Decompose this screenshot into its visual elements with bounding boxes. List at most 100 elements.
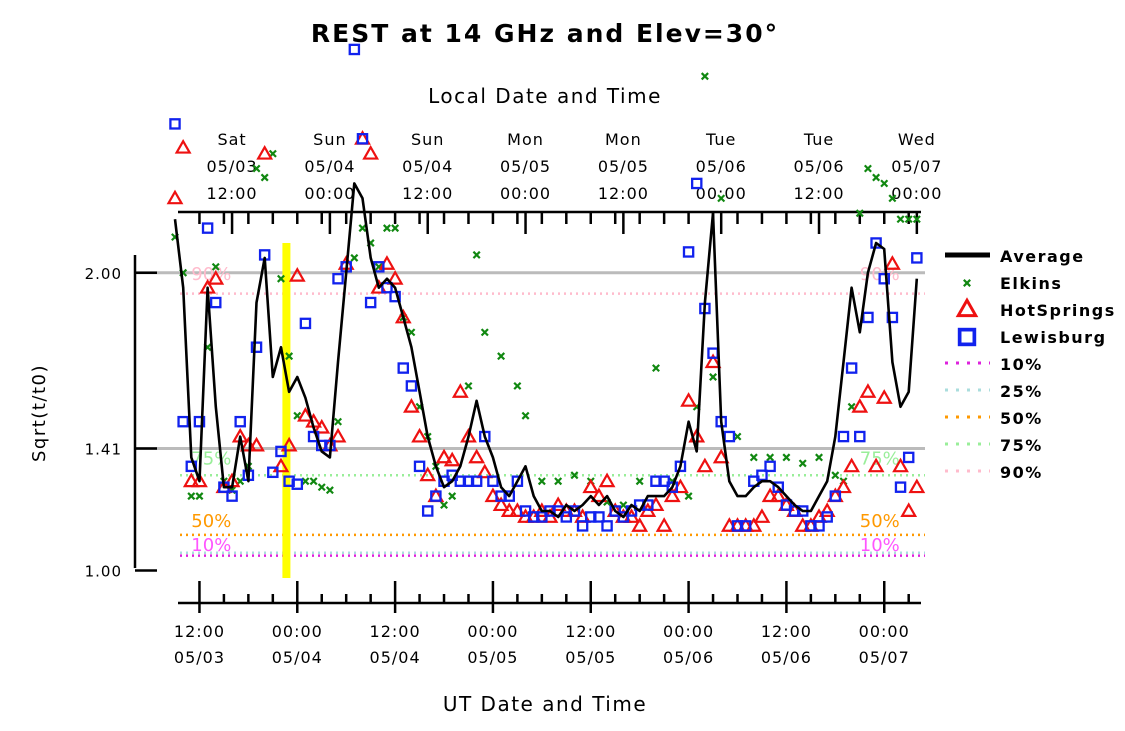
lewisburg-point (854, 430, 866, 443)
hotsprings-point (207, 270, 225, 285)
elkins-point-stroke (635, 477, 644, 486)
legend-label: Average (1000, 247, 1085, 266)
hotsprings-point (411, 427, 428, 443)
hotsprings-point (248, 436, 265, 452)
legend-swatch (957, 327, 977, 347)
lewisburg-point (560, 511, 573, 523)
bottom-tick-time: 00:00 (467, 622, 518, 641)
lewisburg-point (210, 296, 222, 309)
elkins-point-stroke (358, 224, 367, 233)
top-tick-time: 12:00 (207, 184, 258, 203)
elkins-point (872, 173, 881, 182)
hotsprings-point (500, 502, 518, 517)
lewisburg-point (666, 481, 679, 493)
elkins-point-stroke (815, 453, 823, 462)
lewisburg-point (764, 460, 776, 473)
elkins-point-stroke (872, 173, 881, 182)
elkins-point-stroke (537, 477, 546, 486)
elkins-point-stroke (513, 381, 522, 390)
hotsprings-point (549, 496, 567, 512)
hotsprings-point (712, 448, 730, 464)
bottom-tick-date: 05/05 (467, 648, 518, 667)
top-tick-date: 05/06 (793, 157, 844, 176)
elkins-point (334, 417, 343, 426)
bottom-tick-date: 05/03 (174, 648, 225, 667)
elkins-point-stroke (260, 173, 269, 182)
elkins-point-stroke (855, 209, 864, 218)
elkins-point-stroke (195, 492, 204, 501)
lewisburg-point (658, 475, 670, 487)
percentile-label: 75% (860, 448, 900, 469)
elkins-point (252, 164, 261, 173)
hotsprings-point (867, 457, 885, 473)
elkins-point-stroke (301, 477, 310, 486)
hotsprings-point (598, 472, 616, 488)
elkins-point-stroke (700, 72, 709, 81)
elkins-point (635, 477, 644, 486)
hotsprings-point (386, 270, 404, 285)
hotsprings-point (761, 487, 779, 503)
top-tick-time: 12:00 (402, 184, 453, 203)
elkins-point (277, 274, 285, 283)
elkins-point-stroke (497, 352, 506, 361)
hotsprings-point (435, 448, 453, 464)
hotsprings-point (753, 508, 771, 523)
top-tick-date: 05/06 (696, 157, 747, 176)
top-tick-time: 00:00 (696, 184, 747, 203)
elkins-point (211, 262, 220, 271)
elkins-point-stroke (619, 501, 628, 510)
elkins-point-stroke (863, 164, 872, 173)
elkins-point-stroke (709, 373, 718, 381)
hotsprings-point (908, 478, 926, 494)
lewisburg-point (503, 490, 515, 502)
elkins-point (285, 352, 294, 361)
elkins-point (912, 215, 921, 224)
hotsprings-point (329, 427, 347, 443)
lewisburg-point (576, 520, 589, 532)
legend-item: HotSprings (955, 297, 1116, 320)
elkins-point-stroke (464, 381, 473, 390)
bottom-tick-time: 12:00 (174, 622, 225, 641)
legend-item: 90% (945, 463, 1041, 482)
average-line (173, 182, 919, 519)
hotsprings-point (859, 383, 877, 398)
elkins-point (309, 477, 318, 486)
elkins-point-stroke (798, 459, 807, 468)
lewisburg-point (275, 445, 287, 458)
bottom-tick-time: 00:00 (859, 622, 910, 641)
lewisburg-point (413, 460, 426, 473)
hotsprings-point (590, 487, 608, 503)
elkins-point (684, 492, 693, 501)
elkins-point-stroke (652, 364, 660, 373)
legend-label: HotSprings (1000, 301, 1116, 320)
bottom-tick-time: 00:00 (272, 622, 323, 641)
lewisburg-point (845, 362, 858, 374)
lewisburg-point (837, 430, 850, 443)
elkins-point-stroke (440, 501, 448, 510)
lewisburg-point (601, 520, 613, 532)
highlight-bar (282, 243, 291, 578)
elkins-point (391, 224, 400, 233)
elkins-point (358, 224, 367, 233)
elkins-point-stroke (317, 483, 326, 492)
elkins-point-stroke (717, 194, 726, 203)
elkins-point-stroke (211, 262, 220, 271)
lewisburg-point (862, 311, 874, 324)
hotsprings-point (900, 502, 918, 517)
lewisburg-point (780, 499, 793, 511)
lewisburg-point (568, 505, 581, 517)
elkins-point-stroke (570, 471, 579, 480)
lewisburg-point (739, 520, 752, 532)
lewisburg-point (397, 362, 410, 374)
hotsprings-point (704, 353, 722, 369)
y-tick-label: 1.00 (85, 563, 122, 581)
elkins-point-stroke (285, 352, 294, 361)
elkins-point (554, 477, 563, 486)
elkins-point-stroke (766, 453, 775, 462)
elkins-point-stroke (374, 262, 383, 271)
legend-swatch (963, 279, 971, 287)
bottom-tick-date: 05/06 (663, 648, 714, 667)
elkins-point-stroke (912, 215, 921, 224)
top-tick-time: 00:00 (304, 184, 355, 203)
top-tick-date: 05/05 (500, 157, 551, 176)
